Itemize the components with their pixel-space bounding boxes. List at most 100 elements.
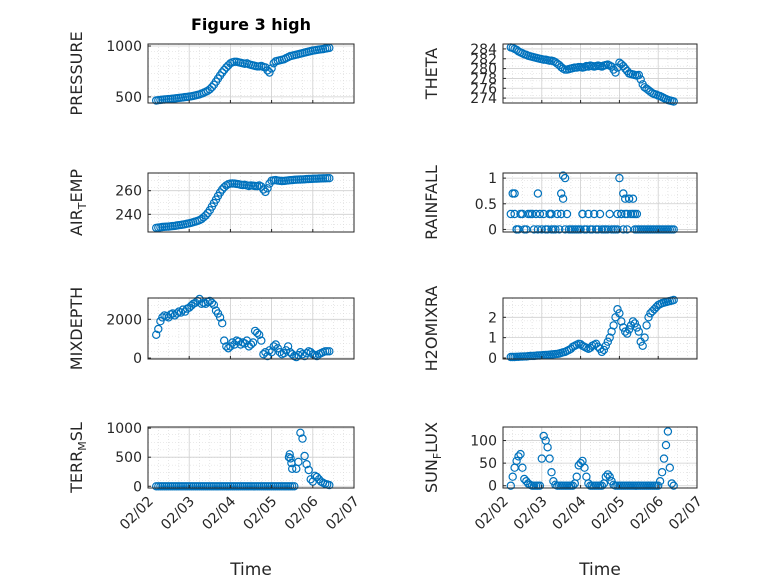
ytick-label-3-2: 1: [488, 171, 497, 187]
marker-5-61: [624, 325, 634, 334]
marker-4-34: [222, 342, 231, 351]
marker-4-27: [207, 298, 217, 307]
marker-7-6: [518, 463, 527, 472]
marker-4-3: [158, 313, 167, 322]
marker-3-99: [624, 194, 634, 203]
ytick-label-1-0: 274: [470, 91, 497, 107]
ylabel-7: SUNFLUX: [422, 422, 444, 493]
marker-5-47: [597, 347, 607, 357]
marker-3-91: [558, 194, 568, 203]
ytick-label-1-4: 282: [470, 52, 497, 68]
ytick-label-5-0: 0: [488, 351, 497, 367]
ytick-label-0-0: 500: [115, 90, 142, 106]
marker-3-92: [560, 225, 570, 234]
marker-3-40: [584, 209, 593, 219]
ylabel-6: TERRMSL: [67, 422, 89, 494]
marker-3-15: [535, 209, 545, 219]
marker-1-66: [634, 70, 644, 80]
marker-7-4: [514, 452, 523, 461]
marker-3-46: [595, 209, 605, 219]
xtick-label-7-3: 02/05: [588, 494, 628, 534]
marker-7-19: [543, 443, 552, 452]
axes-frame-3: [502, 172, 698, 233]
marker-5-69: [640, 333, 649, 342]
marker-5-60: [623, 329, 632, 338]
figure-title: Figure 3 high: [191, 15, 311, 34]
marker-5-84: [669, 295, 678, 305]
ylabel-0: PRESSURE: [67, 31, 86, 115]
marker-3-94: [619, 189, 628, 198]
ytick-label-1-3: 280: [470, 62, 497, 78]
marker-4-84: [325, 347, 334, 356]
ylabel-3: RAINFALL: [422, 165, 441, 240]
marker-5-68: [638, 341, 647, 350]
marker-7-77: [655, 477, 665, 486]
ytick-label-1-1: 276: [470, 81, 497, 97]
marker-0-32: [217, 68, 227, 77]
marker-6-87: [286, 454, 295, 463]
axes-frame-2: [147, 172, 355, 233]
panel-6: 0 500 1000 TERRMSL 02/02 02/03 02/04 02/05 02/06…: [67, 421, 363, 580]
marker-6-84: [325, 480, 334, 490]
marker-2-52: [259, 185, 268, 194]
marker-5-48: [599, 345, 609, 355]
marker-5-56: [615, 309, 624, 318]
marker-3-26: [557, 189, 566, 198]
marker-7-76: [654, 481, 663, 490]
marker-4-64: [283, 342, 293, 351]
marker-3-19: [543, 225, 552, 234]
xtick-label-6-3: 02/05: [241, 494, 281, 534]
marker-6-78: [312, 472, 322, 482]
marker-5-58: [619, 323, 628, 332]
marker-7-21: [547, 468, 556, 477]
marker-3-102: [632, 209, 642, 219]
ytick-label-7-1: 50: [479, 456, 497, 472]
marker-4-52: [259, 350, 268, 359]
ytick-label-5-1: 1: [488, 331, 497, 347]
marker-5-62: [626, 321, 636, 330]
ytick-label-4-0: 0: [133, 351, 142, 367]
marker-0-27: [207, 82, 217, 92]
marker-4-73: [302, 349, 311, 358]
ytick-label-2-0: 240: [115, 207, 142, 223]
marker-7-80: [661, 440, 671, 450]
ytick-label-4-1: 2000: [106, 312, 142, 328]
marker-3-87: [533, 189, 543, 198]
xtick-label-6-4: 02/06: [282, 493, 322, 533]
ylabel-4: MIXDEPTH: [67, 287, 86, 370]
marker-4-41: [236, 340, 245, 349]
ytick-label-3-0: 0: [488, 222, 497, 238]
marker-0-55: [265, 68, 274, 77]
xtick-label-6-5: 02/07: [323, 494, 363, 534]
xtick-label-7-4: 02/06: [627, 493, 667, 533]
marker-7-79: [659, 454, 669, 463]
marker-3-93: [578, 209, 587, 219]
marker-4-31: [215, 313, 225, 322]
ytick-label-1-2: 278: [470, 71, 497, 87]
ytick-label-5-2: 2: [488, 310, 497, 326]
panel-3: 0 0.5 1 RAINFALL: [422, 165, 698, 240]
marker-3-27: [558, 171, 568, 180]
marker-0-26: [205, 85, 214, 94]
marker-0-56: [267, 64, 276, 73]
marker-4-57: [269, 342, 278, 351]
marker-4-75: [306, 348, 315, 357]
marker-6-73: [302, 460, 311, 469]
xtick-label-6-2: 02/04: [199, 493, 239, 533]
xtick-label-7-0: 02/02: [472, 494, 512, 534]
xtick-label-6-1: 02/03: [158, 494, 198, 534]
marker-3-25: [555, 225, 564, 234]
marker-6-72: [300, 451, 309, 461]
marker-3-97: [617, 209, 626, 219]
marker-7-15: [535, 481, 545, 490]
marker-5-50: [603, 337, 613, 346]
marker-4-32: [217, 319, 227, 328]
marker-6-74: [304, 465, 313, 475]
marker-6-89: [288, 464, 297, 473]
marker-3-16: [537, 225, 547, 234]
marker-3-96: [613, 209, 622, 219]
panel-7: 0 50 100 SUNFLUX 02/0202/0302/0402/0502/0602…: [422, 422, 706, 580]
marker-4-28: [209, 300, 219, 309]
ylabel-5: H2OMIXRA: [422, 286, 441, 372]
